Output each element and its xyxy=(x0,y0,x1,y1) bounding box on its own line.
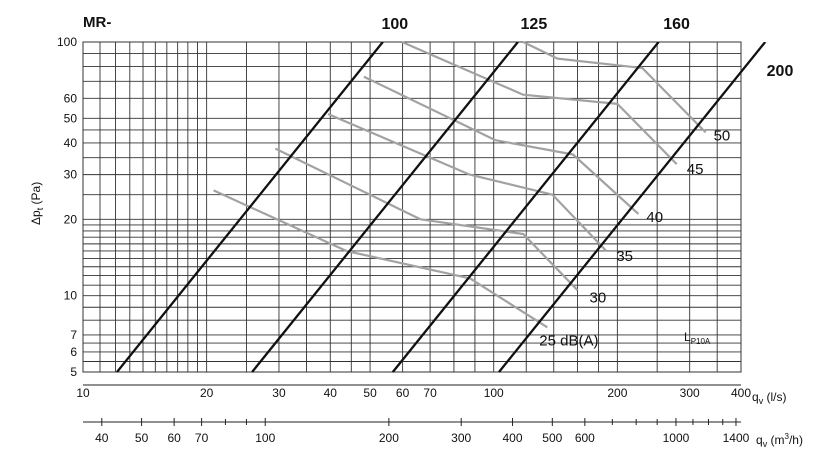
x2-tick-label: 50 xyxy=(135,431,149,445)
model-curve xyxy=(498,42,767,373)
db-line xyxy=(522,41,707,134)
model-curves-layer: 100 125 160 200 xyxy=(116,16,794,373)
x-tick-label: 10 xyxy=(76,386,90,400)
x-tick-label: 200 xyxy=(607,386,627,400)
x-tick-label: 30 xyxy=(272,386,286,400)
text-layer: MR- Δpt (Pa) qv (l/s) qv (m3/h) LP10A 5 6… xyxy=(29,14,803,449)
x2-tick-label: 1000 xyxy=(663,431,690,445)
x2-tick-label: 70 xyxy=(195,431,209,445)
model-curve-label: 100 xyxy=(381,16,408,33)
db-line-label: 50 xyxy=(714,127,731,144)
db-line-label: 45 xyxy=(687,161,704,178)
x2-tick-label: 40 xyxy=(95,431,109,445)
x-tick-label: 400 xyxy=(731,386,751,400)
y-tick-label: 5 xyxy=(70,365,77,379)
db-line xyxy=(401,40,678,165)
lp-annotation: LP10A xyxy=(684,330,711,346)
chart-title: MR- xyxy=(83,14,111,31)
db-line xyxy=(274,147,579,292)
x-tick-label: 40 xyxy=(324,386,338,400)
x2-tick-label: 60 xyxy=(167,431,181,445)
x2-axis-label: qv (m3/h) xyxy=(756,432,803,449)
y-tick-label: 20 xyxy=(64,212,78,226)
db-line-label: 25 dB(A) xyxy=(539,332,598,349)
y-tick-label: 50 xyxy=(64,111,78,125)
db-line-label: 40 xyxy=(646,209,663,226)
db-line xyxy=(213,189,548,329)
x-tick-label: 50 xyxy=(363,386,377,400)
y-tick-label: 30 xyxy=(64,168,78,182)
x-tick-label: 70 xyxy=(423,386,437,400)
x-tick-label: 20 xyxy=(200,386,214,400)
model-curve-label: 200 xyxy=(767,63,794,80)
model-curve xyxy=(391,42,660,373)
y-tick-label: 40 xyxy=(64,136,78,150)
db-line xyxy=(327,112,608,252)
x2-tick-label: 400 xyxy=(502,431,522,445)
db-lines-layer: 25 dB(A) 30 35 40 45 50 xyxy=(213,40,731,349)
x2-tick-label: 500 xyxy=(542,431,562,445)
y-axis-label: Δpt (Pa) xyxy=(29,182,45,225)
x-tick-label: 100 xyxy=(484,386,504,400)
model-curve-label: 160 xyxy=(663,16,690,33)
y-tick-label: 6 xyxy=(70,345,77,359)
db-line-label: 35 xyxy=(616,248,633,265)
y-tick-label: 7 xyxy=(70,328,77,342)
x2-tick-label: 300 xyxy=(451,431,471,445)
db-line xyxy=(363,75,640,215)
x2-tick-label: 100 xyxy=(255,431,275,445)
model-curve-label: 125 xyxy=(521,16,548,33)
db-line-label: 30 xyxy=(590,289,607,306)
x-tick-label: 60 xyxy=(396,386,410,400)
model-curve xyxy=(251,42,519,373)
y-tick-label: 10 xyxy=(64,289,78,303)
y-tick-label: 60 xyxy=(64,91,78,105)
model-curve xyxy=(116,42,384,373)
x-axis-label: qv (l/s) xyxy=(752,390,787,406)
x-tick-label: 300 xyxy=(680,386,700,400)
plot-frame xyxy=(82,41,742,373)
x2-tick-label: 1400 xyxy=(723,431,750,445)
y-tick-label: 100 xyxy=(57,35,77,49)
grid-layer xyxy=(82,41,742,426)
x2-tick-label: 200 xyxy=(379,431,399,445)
x2-tick-label: 600 xyxy=(575,431,595,445)
